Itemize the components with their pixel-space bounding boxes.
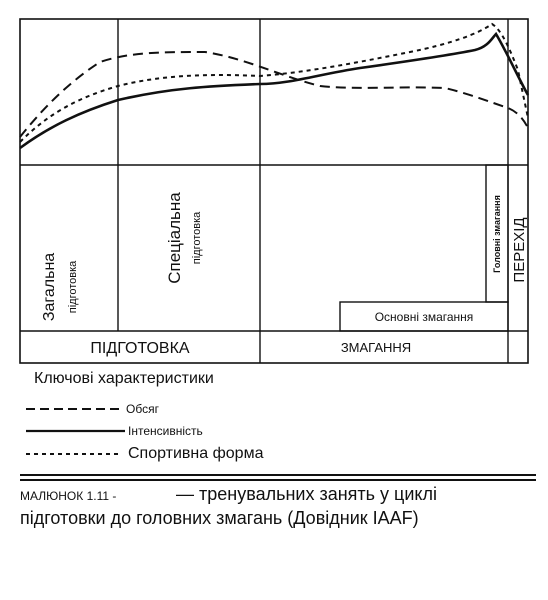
legend-volume-label: Обсяг (126, 402, 159, 416)
legend-title: Ключові характеристики (34, 370, 214, 387)
phase-competition-label: ЗМАГАННЯ (341, 340, 411, 355)
caption-line2: підготовки до головних змагань (Довідник… (20, 508, 419, 528)
general-prep-label-line2: підготовка (67, 260, 79, 313)
main-competitions-box (339, 301, 509, 332)
caption-dash: — (176, 484, 194, 504)
general-prep-label-line1: Загальна (41, 253, 58, 321)
key-competitions-label: Головні змагання (492, 195, 502, 273)
diagram-frame (19, 18, 529, 364)
phase-transition-label: ПЕРЕХІД (511, 217, 528, 282)
form-curve (19, 22, 529, 143)
main-competitions-label: Основні змагання (375, 310, 474, 324)
special-prep-label-line2: підготовка (191, 211, 203, 264)
legend-form-label: Спортивна форма (128, 445, 264, 462)
phase-preparation-label: ПІДГОТОВКА (90, 340, 189, 357)
caption-line1: тренувальних занять у циклі (199, 484, 437, 504)
key-competitions-box (485, 164, 509, 303)
volume-curve (19, 50, 529, 138)
legend-intensity-label: Інтенсивність (128, 424, 203, 438)
intensity-curve (19, 31, 530, 150)
special-prep-label-line1: Спеціальна (165, 192, 184, 284)
caption-prefix: МАЛЮНОК 1.11 - (20, 489, 117, 503)
